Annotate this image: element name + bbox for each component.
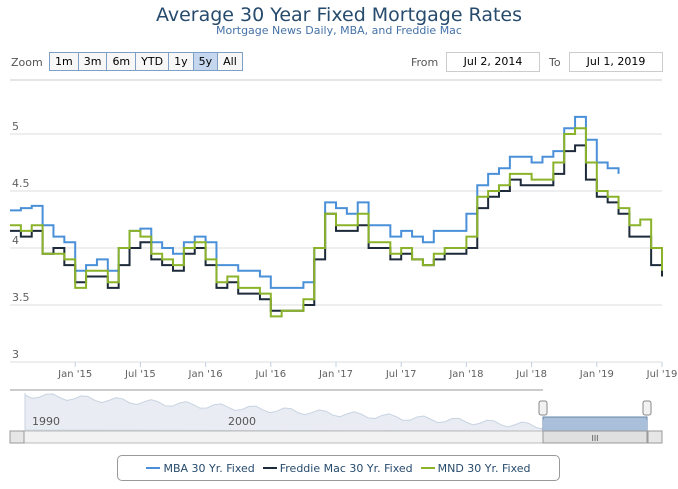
legend-swatch bbox=[420, 467, 435, 469]
legend-item[interactable]: MBA 30 Yr. Fixed bbox=[146, 461, 255, 475]
zoom-buttons: 1m 3m 6m YTD 1y 5y All bbox=[49, 52, 243, 71]
y-tick-label: 3 bbox=[12, 348, 19, 361]
navigator-handle[interactable] bbox=[642, 400, 652, 416]
x-tick-label: Jul '15 bbox=[124, 369, 156, 380]
from-date-input[interactable]: Jul 2, 2014 bbox=[446, 52, 540, 72]
zoom-button-6m[interactable]: 6m bbox=[107, 53, 137, 70]
legend-label: MBA 30 Yr. Fixed bbox=[163, 461, 255, 475]
zoom-button-1y[interactable]: 1y bbox=[169, 53, 194, 70]
navigator-handle[interactable] bbox=[538, 400, 548, 416]
scrollbar-left-arrow[interactable] bbox=[9, 430, 25, 444]
x-tick-label: Jul '18 bbox=[515, 369, 547, 380]
y-tick-label: 4.5 bbox=[12, 177, 30, 190]
legend-label: Freddie Mac 30 Yr. Fixed bbox=[279, 461, 413, 475]
x-tick-label: Jan '17 bbox=[318, 369, 353, 380]
to-label: To bbox=[549, 56, 561, 69]
series-line-mnd bbox=[10, 127, 663, 318]
x-tick-label: Jul '17 bbox=[385, 369, 417, 380]
chart-subtitle: Mortgage News Daily, MBA, and Freddie Ma… bbox=[216, 24, 462, 37]
legend-item[interactable]: Freddie Mac 30 Yr. Fixed bbox=[262, 461, 413, 475]
y-tick-label: 5 bbox=[12, 120, 19, 133]
chart-title: Average 30 Year Fixed Mortgage Rates bbox=[155, 4, 523, 26]
navigator-series bbox=[24, 393, 551, 432]
legend-swatch bbox=[146, 467, 161, 469]
navigator-label: 2000 bbox=[228, 415, 256, 428]
x-tick-label: Jan '15 bbox=[57, 369, 92, 380]
x-tick-label: Jan '18 bbox=[448, 369, 483, 380]
scrollbar-grip: III bbox=[591, 434, 598, 443]
scrollbar-right-arrow[interactable] bbox=[647, 430, 663, 444]
zoom-label: Zoom bbox=[11, 56, 43, 69]
series-line-freddie-mac bbox=[10, 144, 663, 312]
x-tick-label: Jan '16 bbox=[188, 369, 223, 380]
y-tick-label: 3.5 bbox=[12, 291, 30, 304]
navigator-selected-fill bbox=[543, 420, 647, 431]
zoom-button-5y[interactable]: 5y bbox=[193, 53, 219, 70]
legend: MBA 30 Yr. Fixed Freddie Mac 30 Yr. Fixed… bbox=[117, 455, 560, 481]
from-label: From bbox=[411, 56, 439, 69]
legend-swatch bbox=[262, 467, 277, 469]
to-date-input[interactable]: Jul 1, 2019 bbox=[569, 52, 663, 72]
zoom-button-all[interactable]: All bbox=[218, 53, 242, 70]
x-tick-label: Jan '19 bbox=[579, 369, 614, 380]
y-tick-label: 4 bbox=[12, 234, 19, 247]
zoom-button-ytd[interactable]: YTD bbox=[136, 53, 170, 70]
x-tick-label: Jul '16 bbox=[254, 369, 286, 380]
scrollbar-thumb[interactable] bbox=[542, 430, 648, 444]
navigator-label: 1990 bbox=[32, 415, 60, 428]
legend-item[interactable]: MND 30 Yr. Fixed bbox=[420, 461, 531, 475]
x-tick-label: Jul '19 bbox=[646, 369, 678, 380]
zoom-button-3m[interactable]: 3m bbox=[78, 53, 108, 70]
zoom-button-1m[interactable]: 1m bbox=[50, 53, 79, 70]
legend-label: MND 30 Yr. Fixed bbox=[437, 461, 531, 475]
